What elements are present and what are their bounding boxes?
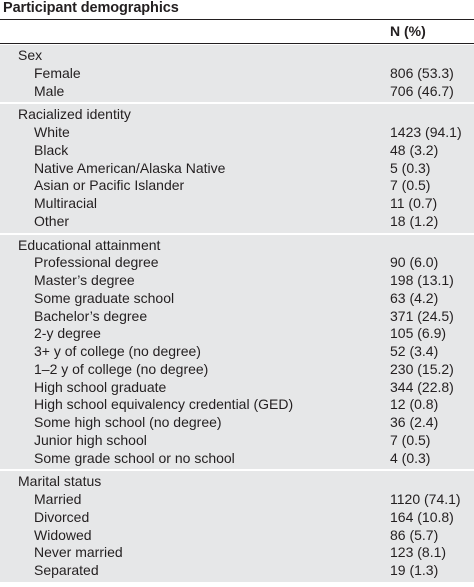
table-title: Participant demographics xyxy=(3,0,179,16)
section-heading-label: Marital status xyxy=(18,473,102,490)
table-row: Some high school (no degree) 36 (2.4) xyxy=(0,413,474,431)
row-value: 36 (2.4) xyxy=(390,414,439,430)
row-value: 1120 (74.1) xyxy=(390,491,461,507)
row-label: High school graduate xyxy=(34,378,167,395)
section-heading: Racialized identity xyxy=(0,105,474,123)
row-value: 12 (0.8) xyxy=(390,396,439,413)
table-row: Junior high school 7 (0.5) xyxy=(0,431,474,449)
section-heading-label: Sex xyxy=(18,47,43,63)
row-label: Multiracial xyxy=(34,195,98,211)
table-header: N (%) xyxy=(0,20,474,43)
row-value: 52 (3.4) xyxy=(390,343,439,359)
row-label: Divorced xyxy=(34,508,90,525)
table-row: High school graduate 344 (22.8) xyxy=(0,378,474,396)
row-value: 63 (4.2) xyxy=(390,289,439,306)
table-row: Native American/Alaska Native 5 (0.3) xyxy=(0,159,474,177)
table-row: Widowed 86 (5.7) xyxy=(0,526,474,544)
row-value: 230 (15.2) xyxy=(390,360,454,377)
row-value: 5 (0.3) xyxy=(390,159,431,176)
top-rule xyxy=(0,19,474,20)
row-value: 18 (1.2) xyxy=(390,212,439,229)
row-label: Some high school (no degree) xyxy=(34,414,222,430)
table-row: Master’s degree 198 (13.1) xyxy=(0,271,474,289)
section-1: Racialized identity White 1423 (94.1) Black… xyxy=(0,104,474,233)
row-value: 806 (53.3) xyxy=(390,64,454,81)
row-label: Widowed xyxy=(34,526,92,543)
table-row: Multiracial 11 (0.7) xyxy=(0,194,474,212)
section-3: Marital status Married 1120 (74.1) Divorced… xyxy=(0,471,474,582)
row-label: Some grade school or no school xyxy=(34,449,235,466)
row-label: 2-y degree xyxy=(34,325,101,342)
table-row: Never married 123 (8.1) xyxy=(0,543,474,561)
table-row: White 1423 (94.1) xyxy=(0,123,474,141)
section-divider xyxy=(0,232,474,234)
row-value: 7 (0.5) xyxy=(390,431,431,448)
row-value: 11 (0.7) xyxy=(390,195,438,211)
row-value: 7 (0.5) xyxy=(390,177,431,194)
row-value: 4 (0.3) xyxy=(390,449,431,466)
row-label: Bachelor’s degree xyxy=(34,307,148,324)
table-row: Other 18 (1.2) xyxy=(0,212,474,230)
row-value: 86 (5.7) xyxy=(390,526,439,543)
section-heading: Sex xyxy=(0,46,474,64)
row-value: 371 (24.5) xyxy=(390,307,454,324)
row-value: 706 (46.7) xyxy=(390,82,454,99)
row-label: Asian or Pacific Islander xyxy=(34,177,185,194)
row-label: Master’s degree xyxy=(34,272,135,288)
table-row: Female 806 (53.3) xyxy=(0,64,474,82)
table-row: High school equivalency credential (GED)… xyxy=(0,395,474,413)
row-label: Female xyxy=(34,64,81,81)
row-label: Professional degree xyxy=(34,254,159,271)
table-row: Married 1120 (74.1) xyxy=(0,490,474,508)
section-divider xyxy=(0,102,474,104)
row-label: Native American/Alaska Native xyxy=(34,159,226,176)
row-value: 48 (3.2) xyxy=(390,141,439,158)
section-divider xyxy=(0,469,474,471)
row-label: 1–2 y of college (no degree) xyxy=(34,360,209,377)
row-label: Separated xyxy=(34,562,99,578)
row-value: 164 (10.8) xyxy=(390,508,454,525)
table-row: Some graduate school 63 (4.2) xyxy=(0,289,474,307)
row-label: High school equivalency credential (GED) xyxy=(34,396,294,413)
row-label: Never married xyxy=(34,544,123,561)
table-row: Asian or Pacific Islander 7 (0.5) xyxy=(0,176,474,194)
row-value: 19 (1.3) xyxy=(390,562,439,578)
table-row: 2-y degree 105 (6.9) xyxy=(0,324,474,342)
row-value: 344 (22.8) xyxy=(390,378,454,395)
row-label: Black xyxy=(34,141,69,158)
row-label: Some graduate school xyxy=(34,289,175,306)
row-label: Married xyxy=(34,491,82,507)
row-label: Other xyxy=(34,212,70,229)
section-heading: Marital status xyxy=(0,472,474,490)
section-heading-label: Racialized identity xyxy=(18,106,131,123)
table-row: 3+ y of college (no degree) 52 (3.4) xyxy=(0,342,474,360)
row-value: 105 (6.9) xyxy=(390,325,447,342)
row-label: White xyxy=(34,124,70,140)
section-heading-label: Educational attainment xyxy=(18,236,161,253)
row-value: 198 (13.1) xyxy=(390,272,454,288)
header-rule xyxy=(0,43,474,44)
section-heading: Educational attainment xyxy=(0,236,474,254)
section-2: Educational attainment Professional degre… xyxy=(0,234,474,470)
row-value: 90 (6.0) xyxy=(390,254,439,271)
table-row: 1–2 y of college (no degree) 230 (15.2) xyxy=(0,360,474,378)
table-row: Some grade school or no school 4 (0.3) xyxy=(0,449,474,467)
table-row: Male 706 (46.7) xyxy=(0,82,474,100)
section-0: Sex Female 806 (53.3) Male 706 (46.7) xyxy=(0,45,474,103)
table-row: Professional degree 90 (6.0) xyxy=(0,253,474,271)
row-label: Junior high school xyxy=(34,431,147,448)
table-row: Bachelor’s degree 371 (24.5) xyxy=(0,307,474,325)
table-row: Divorced 164 (10.8) xyxy=(0,508,474,526)
table-row: Separated 19 (1.3) xyxy=(0,561,474,579)
column-header-n-percent: N (%) xyxy=(390,23,426,39)
row-value: 1423 (94.1) xyxy=(390,124,462,140)
row-value: 123 (8.1) xyxy=(390,544,447,561)
row-label: Male xyxy=(34,82,65,99)
row-label: 3+ y of college (no degree) xyxy=(34,343,201,359)
table-row: Black 48 (3.2) xyxy=(0,141,474,159)
